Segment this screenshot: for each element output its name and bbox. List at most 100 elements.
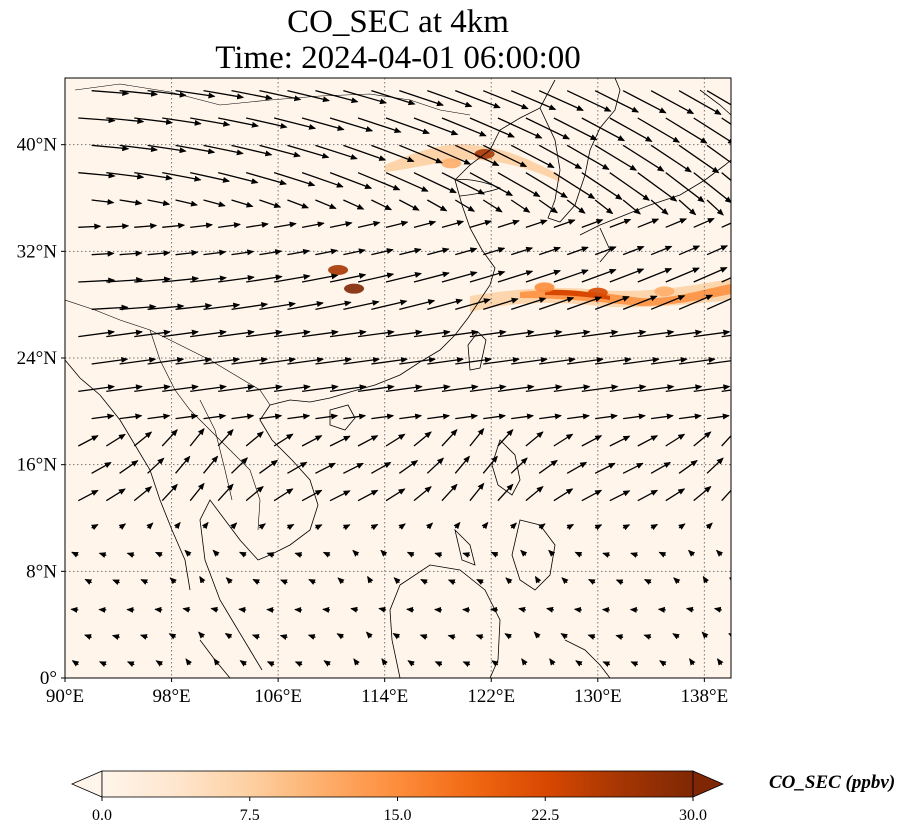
wind-arrow: [71, 660, 80, 667]
wind-arrow: [274, 384, 311, 392]
wind-arrow: [273, 433, 294, 447]
wind-arrow: [504, 633, 512, 640]
wind-arrow: [678, 245, 701, 256]
wind-arrow: [70, 606, 79, 613]
axis-ticks: 90°E 98°E 106°E 114°E 122°E 130°E 138°E 0° 8°N 16…: [17, 135, 729, 707]
wind-arrow: [511, 413, 535, 420]
wind-arrow: [371, 144, 415, 163]
wind-arrow: [280, 579, 288, 586]
colorbar-tick-label: 0.0: [92, 807, 112, 824]
wind-arrow: [705, 522, 713, 530]
wind-arrow: [231, 249, 255, 256]
wind-arrow: [497, 172, 541, 198]
wind-arrow: [505, 577, 513, 585]
wind-arrow: [259, 356, 297, 365]
wind-arrow: [637, 268, 673, 283]
wind-arrow: [622, 524, 631, 531]
co-plume-spot: [654, 286, 675, 297]
wind-arrow: [245, 485, 264, 502]
wind-arrow: [399, 247, 422, 256]
wind-arrow: [218, 384, 255, 392]
wind-arrow: [343, 90, 387, 105]
wind-arrow: [322, 606, 331, 613]
wind-arrow: [413, 486, 432, 502]
wind-arrow: [301, 273, 339, 283]
wind-arrow: [581, 117, 626, 142]
wind-arrow: [399, 199, 420, 211]
wind-arrow: [525, 384, 563, 392]
wind-arrow: [482, 144, 528, 168]
wind-arrow: [483, 247, 506, 256]
wind-arrow: [497, 329, 535, 338]
wind-arrow: [735, 359, 771, 364]
wind-arrow: [721, 429, 731, 447]
wind-arrow: [693, 117, 731, 145]
wind-arrow: [659, 660, 667, 667]
wind-arrow: [455, 90, 501, 109]
wind-arrow: [706, 297, 731, 310]
wind-arrow: [650, 413, 674, 420]
wind-arrow: [218, 222, 241, 229]
wind-arrow: [126, 552, 135, 558]
wind-arrow: [302, 329, 339, 338]
wind-arrow: [566, 90, 612, 112]
wind-arrow: [406, 606, 415, 613]
wind-arrow: [98, 552, 107, 558]
wind-arrow: [134, 117, 174, 125]
wind-arrow: [139, 634, 148, 640]
wind-arrow: [553, 488, 574, 502]
wind-arrow: [609, 218, 632, 228]
wind-arrow: [650, 245, 673, 256]
co-plume-spot: [328, 265, 349, 275]
wind-arrow: [672, 633, 680, 640]
wind-arrow: [371, 90, 416, 106]
wind-arrow: [469, 172, 514, 197]
wind-arrow: [224, 633, 233, 640]
colorbar-extend-low: [70, 770, 103, 798]
wind-arrow: [239, 660, 248, 667]
wind-arrow: [259, 90, 302, 102]
wind-arrow: [441, 429, 458, 447]
wind-arrow: [497, 219, 520, 228]
wind-arrow: [286, 523, 295, 531]
wind-arrow: [190, 117, 231, 127]
wind-arrow: [525, 172, 568, 199]
wind-arrow: [371, 461, 392, 474]
wind-arrow: [245, 172, 287, 186]
wind-arrow: [258, 523, 266, 530]
wind-arrow: [352, 549, 360, 557]
colorbar-tick-label: 15.0: [384, 807, 412, 824]
wind-arrow: [198, 631, 206, 639]
wind-arrow: [266, 552, 275, 558]
wind-arrow: [225, 577, 233, 585]
wind-arrow: [609, 490, 631, 502]
wind-arrow: [721, 334, 731, 338]
wind-arrow: [301, 489, 323, 502]
wind-arrow: [357, 489, 379, 502]
wind-arrow: [511, 297, 547, 310]
colorbar-title: CO_SEC (ppbv): [769, 772, 895, 793]
wind-arrow: [147, 303, 185, 310]
wind-arrow: [190, 384, 227, 392]
wind-arrow: [245, 431, 264, 447]
wind-arrow: [622, 246, 645, 256]
wind-arrow: [105, 433, 126, 447]
wind-arrow: [623, 413, 646, 420]
wind-arrow: [147, 356, 185, 365]
wind-arrow: [134, 384, 171, 392]
wind-arrow: [213, 658, 221, 666]
wind-arrow: [119, 250, 143, 257]
wind-arrow: [322, 551, 331, 558]
wind-arrow: [78, 277, 116, 284]
wind-arrow: [716, 658, 724, 666]
wind-arrow: [134, 276, 172, 283]
wind-arrow: [399, 299, 436, 310]
wind-arrow: [665, 267, 700, 283]
wind-arrow: [706, 457, 724, 474]
wind-arrow: [566, 199, 586, 214]
wind-arrow: [441, 117, 487, 137]
wind-arrow: [566, 144, 610, 170]
wind-arrow: [203, 90, 245, 100]
wind-arrow: [329, 384, 367, 392]
wind-arrow: [301, 117, 345, 131]
